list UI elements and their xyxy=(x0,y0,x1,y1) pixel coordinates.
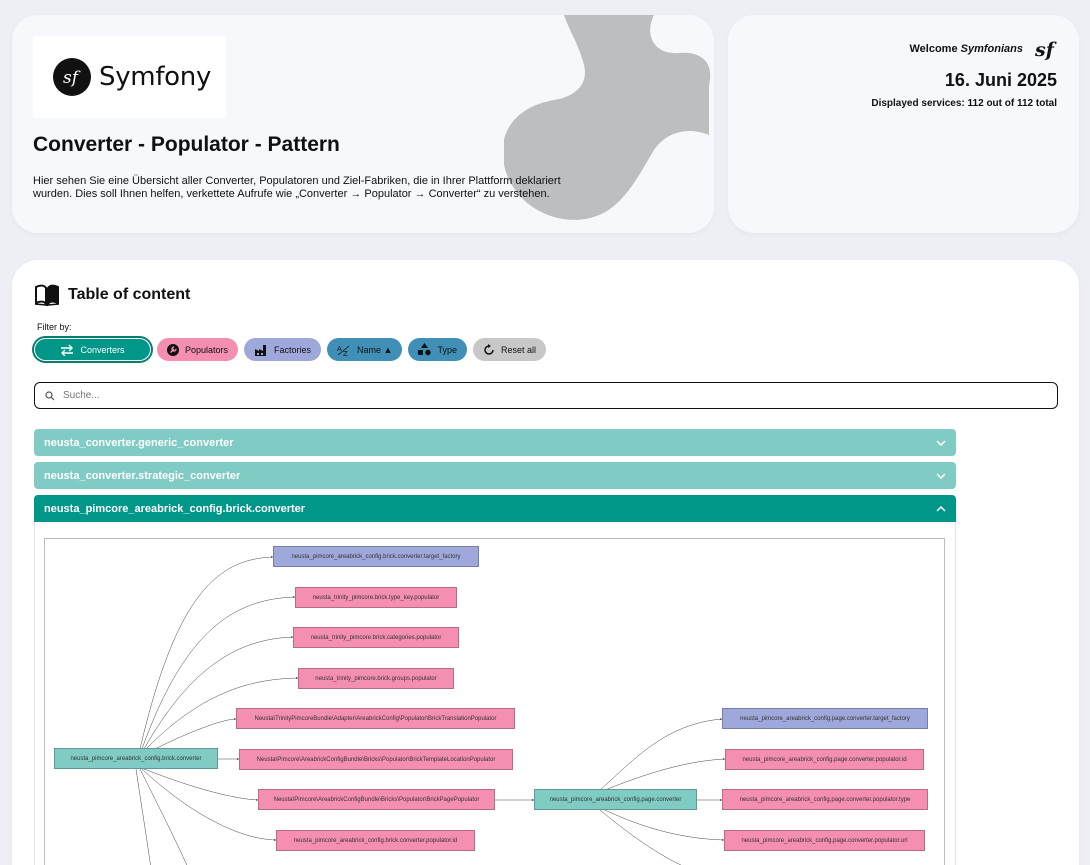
edge xyxy=(139,768,188,865)
graph-node-page-populator[interactable]: neusta_pimcore_areabrick_config.page.con… xyxy=(722,789,928,810)
sort-name-label: Name ▲ xyxy=(357,344,393,355)
filter-bar: Converters Populators Factories A Z Name… xyxy=(34,338,546,361)
graph-node-populator[interactable]: neusta_trinity_pimcore.brick.type_key.po… xyxy=(295,587,457,608)
logo-text: Symfony xyxy=(99,62,212,92)
sort-type-button[interactable]: Type xyxy=(408,338,467,361)
graph-node-populator[interactable]: Neusta\Pimcore\AreabrickConfigBundle\Bri… xyxy=(239,749,513,770)
accordion-brick-converter[interactable]: neusta_pimcore_areabrick_config.brick.co… xyxy=(34,495,956,522)
graph-node-populator[interactable]: neusta_trinity_pimcore.brick.categories.… xyxy=(293,627,459,648)
edge xyxy=(141,596,296,750)
current-date: 16. Juni 2025 xyxy=(944,70,1057,90)
accordion-label: neusta_converter.strategic_converter xyxy=(44,469,241,482)
graph-node-page-populator[interactable]: neusta_pimcore_areabrick_config.page.con… xyxy=(724,830,925,851)
shapes-icon xyxy=(418,343,432,356)
filter-label: Filter by: xyxy=(37,322,72,332)
edge xyxy=(604,809,725,841)
toc-header: Table of content xyxy=(34,284,190,306)
search-input[interactable] xyxy=(63,390,963,401)
accordion-generic-converter[interactable]: neusta_converter.generic_converter xyxy=(34,429,956,456)
svg-text:A: A xyxy=(337,345,342,353)
svg-text:Z: Z xyxy=(343,350,348,356)
reset-all-button[interactable]: Reset all xyxy=(472,338,546,361)
symfony-logo-icon: sf xyxy=(53,58,91,96)
edge xyxy=(599,718,723,791)
graph-node-target-factory[interactable]: neusta_pimcore_areabrick_config.brick.co… xyxy=(273,546,479,567)
graph-node-page-target-factory[interactable]: neusta_pimcore_areabrick_config.page.con… xyxy=(722,708,928,729)
welcome-card: Welcome Symfonians sf 16. Juni 2025 Disp… xyxy=(728,15,1079,233)
edge xyxy=(154,718,237,750)
chevron-up-icon xyxy=(936,505,946,512)
graph-edges xyxy=(135,556,726,865)
arrows-swap-icon xyxy=(61,344,74,356)
dependency-graph: neusta_pimcore_areabrick_config.brick.co… xyxy=(44,538,945,865)
accordion-strategic-converter[interactable]: neusta_converter.strategic_converter xyxy=(34,462,956,489)
symfony-sf-icon: sf xyxy=(1034,39,1057,61)
edge xyxy=(143,768,259,801)
filter-factories-button[interactable]: Factories xyxy=(244,338,322,361)
reset-all-label: Reset all xyxy=(500,344,536,355)
book-icon xyxy=(34,284,60,306)
sort-type-label: Type xyxy=(437,344,457,355)
filter-factories-label: Factories xyxy=(274,344,312,355)
graph-node-populator[interactable]: neusta_trinity_pimcore.brick.groups.popu… xyxy=(298,668,454,689)
symfony-logo: sf Symfony xyxy=(33,36,226,118)
toc-title: Table of content xyxy=(68,286,191,303)
edge xyxy=(599,809,682,865)
hero-card: sf Symfony Converter - Populator - Patte… xyxy=(12,15,714,233)
toc-card: Table of content Filter by: Converters P… xyxy=(12,260,1079,865)
search-box xyxy=(34,382,1058,409)
graph-node-root-converter[interactable]: neusta_pimcore_areabrick_config.brick.co… xyxy=(54,748,218,769)
accordion-label: neusta_converter.generic_converter xyxy=(44,436,234,449)
graph-node-page-converter[interactable]: neusta_pimcore_areabrick_config.page.con… xyxy=(534,789,697,810)
chevron-down-icon xyxy=(936,472,946,479)
edge xyxy=(143,636,294,750)
services-count: Displayed services: 112 out of 112 total xyxy=(871,98,1057,109)
search-icon xyxy=(45,390,55,400)
welcome-line: Welcome Symfonians sf xyxy=(909,37,1057,61)
svg-text:sf: sf xyxy=(63,68,81,88)
graph-node-populator[interactable]: neusta_pimcore_areabrick_config.brick.co… xyxy=(276,830,475,851)
graph-node-populator[interactable]: Neusta\TrinityPimcoreBundle\Adapter\Area… xyxy=(236,708,515,729)
edge xyxy=(141,768,277,841)
accordion-label: neusta_pimcore_areabrick_config.brick.co… xyxy=(44,502,306,515)
reset-icon xyxy=(484,343,494,355)
edge xyxy=(135,768,151,865)
edge xyxy=(139,556,274,750)
filter-converters-label: Converters xyxy=(80,344,125,355)
factory-icon xyxy=(255,344,267,356)
sort-name-button[interactable]: A Z Name ▲ xyxy=(327,338,403,361)
filter-populators-button[interactable]: Populators xyxy=(157,338,239,361)
graph-node-populator[interactable]: Neusta\Pimcore\AreabrickConfigBundle\Bri… xyxy=(258,789,495,810)
edge xyxy=(145,677,299,750)
graph-node-page-populator[interactable]: neusta_pimcore_areabrick_config.page.con… xyxy=(725,749,924,770)
filter-converters-button[interactable]: Converters xyxy=(34,338,151,361)
welcome-text: Welcome Symfonians xyxy=(909,43,1023,55)
wrench-icon xyxy=(167,343,179,356)
page-title: Converter - Populator - Pattern xyxy=(33,133,340,156)
svg-text:sf: sf xyxy=(1034,39,1057,61)
sort-az-icon: A Z xyxy=(337,345,350,356)
chevron-down-icon xyxy=(936,439,946,446)
page-description: Hier sehen Sie eine Übersicht aller Conv… xyxy=(33,175,561,200)
filter-populators-label: Populators xyxy=(185,344,229,355)
symfony-watermark-icon xyxy=(504,15,711,220)
edge xyxy=(604,758,726,791)
